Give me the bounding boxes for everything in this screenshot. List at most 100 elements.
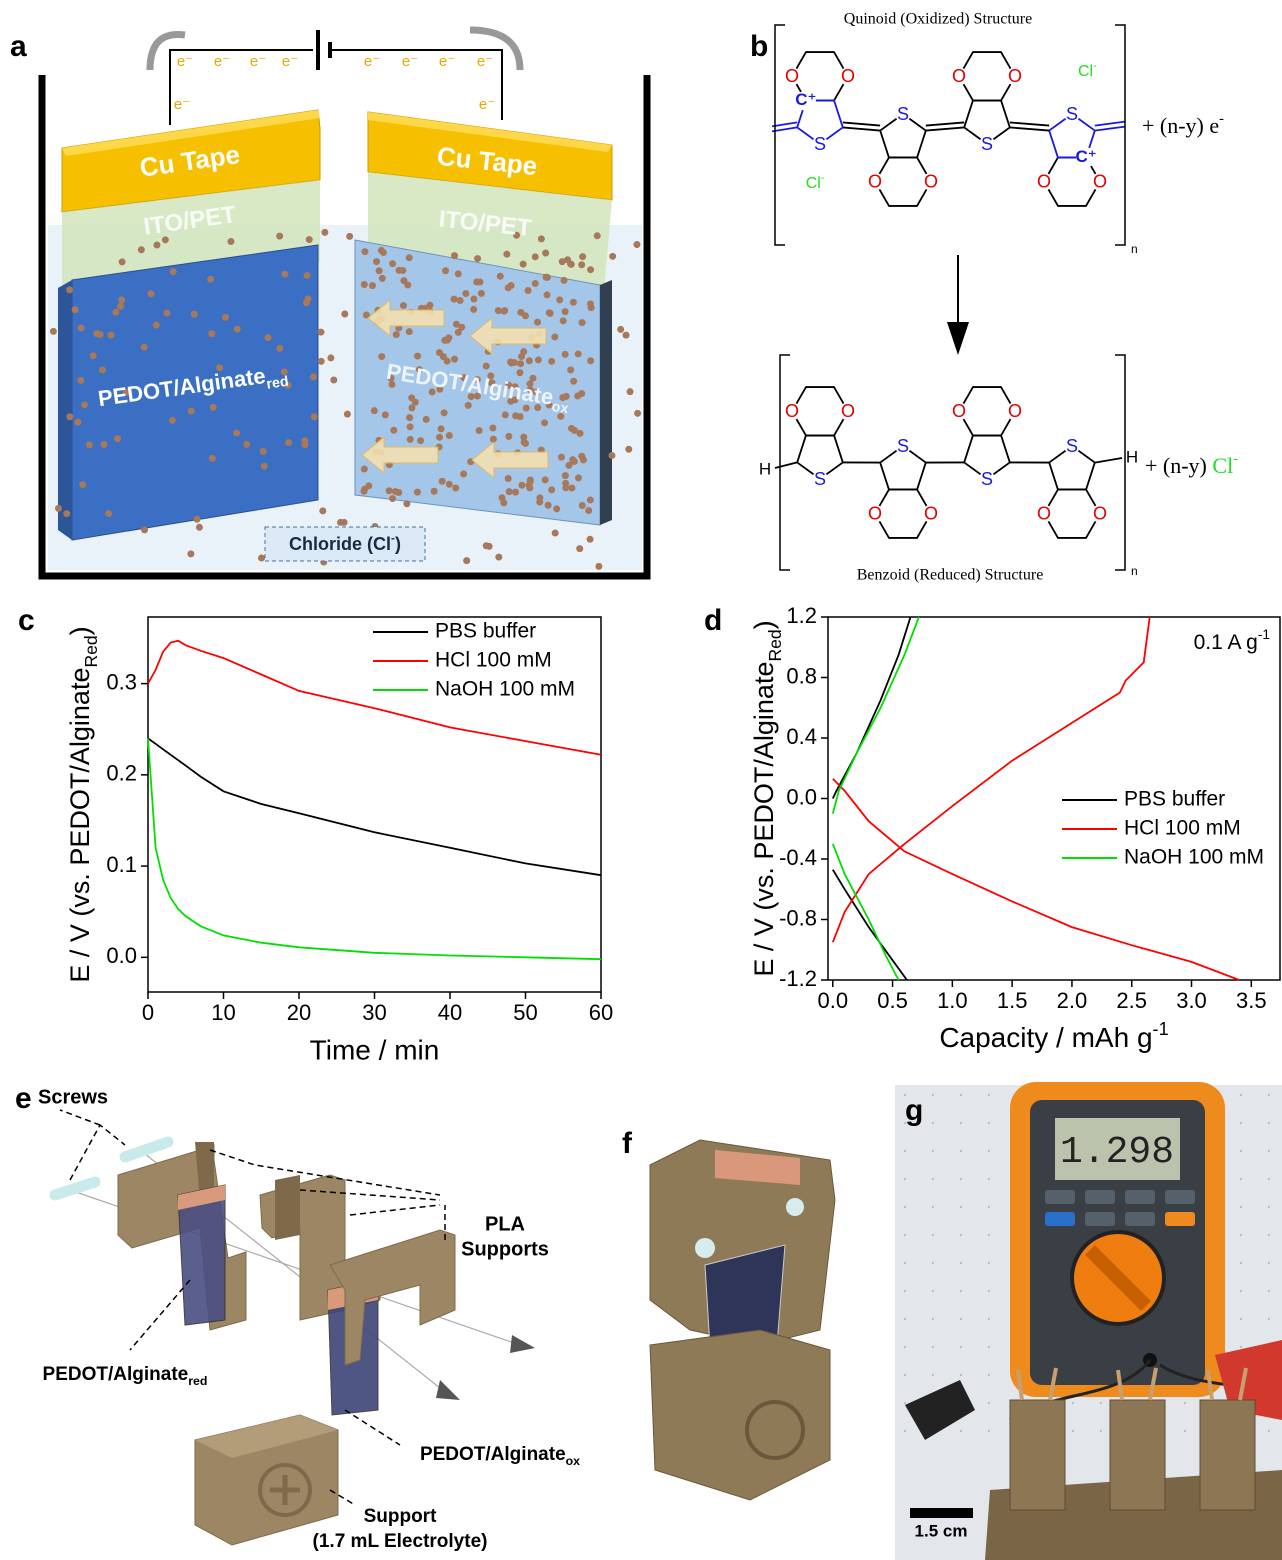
ion (389, 260, 397, 268)
ion (559, 317, 567, 325)
ion (406, 414, 414, 422)
x-tick-label: 3.0 (1176, 988, 1207, 1013)
ion (625, 445, 633, 453)
text-part: ) (749, 620, 779, 629)
ion (501, 307, 509, 315)
x-axis-title: Time / min (310, 1034, 440, 1065)
y-tick-label: -1.2 (779, 966, 817, 991)
oxygen-atom: O (841, 401, 855, 421)
ion (507, 281, 515, 289)
x-tick-label: 30 (362, 1000, 386, 1025)
atom-bg (895, 438, 911, 454)
ion (417, 437, 425, 445)
x-tick-label: 2.0 (1057, 988, 1088, 1013)
electrode-red-side (58, 280, 72, 540)
counter-ion: Cl- (806, 173, 825, 192)
ion (346, 232, 354, 240)
carbocation: C⁺ (795, 90, 816, 109)
ion (537, 235, 545, 243)
ion (561, 350, 569, 358)
ion (426, 301, 434, 309)
ion (520, 438, 528, 446)
thiophene-ring (963, 434, 1011, 481)
ion (118, 296, 126, 304)
bond (771, 121, 798, 128)
grid-dot (1267, 1205, 1271, 1209)
ion (378, 274, 386, 282)
ion (516, 369, 524, 377)
x-tick-label: 40 (438, 1000, 462, 1025)
ion (137, 246, 145, 254)
ion (276, 232, 284, 240)
grid-dot (1099, 1401, 1103, 1405)
ion (511, 383, 519, 391)
ion (489, 424, 497, 432)
grid-dot (903, 1177, 907, 1181)
ion (536, 498, 544, 506)
thiophene-ring (879, 444, 927, 491)
ion (586, 300, 594, 308)
grid-dot (903, 1317, 907, 1321)
ion (122, 388, 130, 396)
copper-strip (178, 1185, 225, 1210)
ion (551, 529, 559, 537)
x-tick-label: 3.5 (1236, 988, 1267, 1013)
series-line (147, 639, 602, 756)
button (1165, 1190, 1195, 1204)
atom-bg (1064, 438, 1080, 454)
guide-arrow (510, 1335, 535, 1353)
oxygen-atom: O (952, 66, 966, 86)
sulfur-atom: S (981, 134, 993, 154)
y-tick-label: -0.4 (779, 845, 817, 870)
panel-label: d (704, 604, 722, 637)
bond (1094, 457, 1123, 464)
ion (587, 357, 595, 365)
ion (77, 324, 85, 332)
ion (414, 352, 422, 360)
grid-dot (987, 1205, 991, 1209)
ion (593, 232, 601, 240)
ion (399, 302, 407, 310)
ion (259, 447, 267, 455)
ion (169, 268, 177, 276)
text-part: - (1093, 61, 1096, 72)
atom-bg (783, 402, 801, 421)
ion (511, 488, 519, 496)
text-part: Cl (1078, 63, 1093, 80)
ion (633, 241, 641, 249)
grid-dot (959, 1121, 963, 1125)
ion (227, 238, 235, 246)
ion (460, 374, 468, 382)
ion (541, 419, 549, 427)
pla-support (329, 1229, 456, 1366)
product: + (n-y) Cl- (1145, 451, 1238, 478)
ion (310, 373, 318, 381)
cell-wall (38, 75, 651, 580)
ion (385, 487, 393, 495)
ion (458, 323, 466, 331)
ion (450, 295, 458, 303)
series-line (147, 737, 602, 877)
y-tick-label: 1.2 (786, 603, 817, 628)
ion (445, 480, 453, 488)
ion (529, 374, 537, 382)
ion (450, 355, 458, 363)
scale-bar (910, 1508, 973, 1518)
grid-dot (931, 1177, 935, 1181)
ion (141, 526, 149, 534)
grid-dot (987, 1149, 991, 1153)
ion (49, 327, 57, 335)
atom-bg (922, 504, 940, 523)
x-tick-label: 0.0 (817, 988, 848, 1013)
button (1085, 1190, 1115, 1204)
ion (482, 362, 490, 370)
callout: Support (364, 1506, 437, 1527)
ion (413, 488, 421, 496)
ion (586, 496, 594, 504)
ion (365, 482, 373, 490)
thiophene-ring (796, 99, 844, 146)
ion (260, 462, 268, 470)
hydrogen-atom: H (1126, 447, 1138, 466)
oxygen-atom: O (1008, 66, 1022, 86)
grid-dot (1071, 1401, 1075, 1405)
